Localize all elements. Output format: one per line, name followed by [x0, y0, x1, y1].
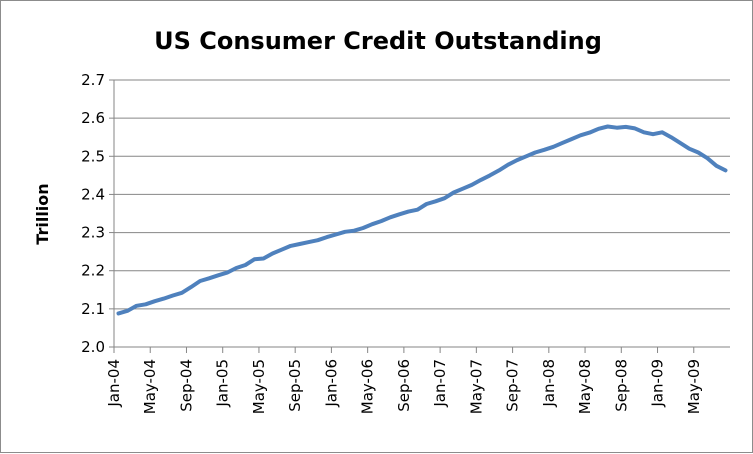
y-axis-label: Trillion	[33, 183, 52, 244]
x-tick-label: Sep-07	[504, 359, 522, 412]
x-tick-label: Sep-06	[395, 359, 413, 412]
x-tick-label: May-08	[576, 359, 594, 414]
y-tick-label: 2.1	[81, 300, 105, 318]
x-tick-label: May-04	[141, 359, 159, 414]
y-tick-label: 2.6	[81, 109, 105, 127]
y-tick-label: 2.0	[81, 338, 105, 356]
chart-title: US Consumer Credit Outstanding	[154, 27, 602, 55]
x-tick-label: Jan-07	[431, 359, 449, 408]
x-tick-label: May-06	[359, 359, 377, 414]
x-tick-label: Jan-06	[322, 359, 340, 408]
x-tick-label: Jan-05	[214, 359, 232, 408]
y-tick-label: 2.2	[81, 262, 105, 280]
x-tick-label: Jan-08	[540, 359, 558, 408]
series-line	[116, 124, 728, 316]
x-tick-label: May-05	[250, 359, 268, 414]
y-tick-labels: 2.0 2.1 2.2 2.3 2.4 2.5 2.6 2.7	[81, 71, 105, 356]
axes	[109, 79, 730, 353]
x-tick-label: Jan-04	[105, 359, 123, 408]
x-tick-label: May-07	[467, 359, 485, 414]
y-tick-label: 2.4	[81, 185, 105, 203]
y-tick-label: 2.3	[81, 224, 105, 242]
x-tick-label: Sep-04	[177, 359, 195, 412]
gridlines	[114, 79, 730, 310]
x-tick-label: May-09	[685, 359, 703, 414]
x-tick-labels: Jan-04 May-04 Sep-04 Jan-05 May-05 Sep-05 Jan-…	[105, 359, 703, 414]
y-tick-label: 2.7	[81, 71, 105, 89]
x-tick-label: Sep-08	[612, 359, 630, 412]
x-tick-label: Sep-05	[286, 359, 304, 412]
x-tick-label: Jan-09	[649, 359, 667, 408]
y-tick-label: 2.5	[81, 147, 105, 165]
